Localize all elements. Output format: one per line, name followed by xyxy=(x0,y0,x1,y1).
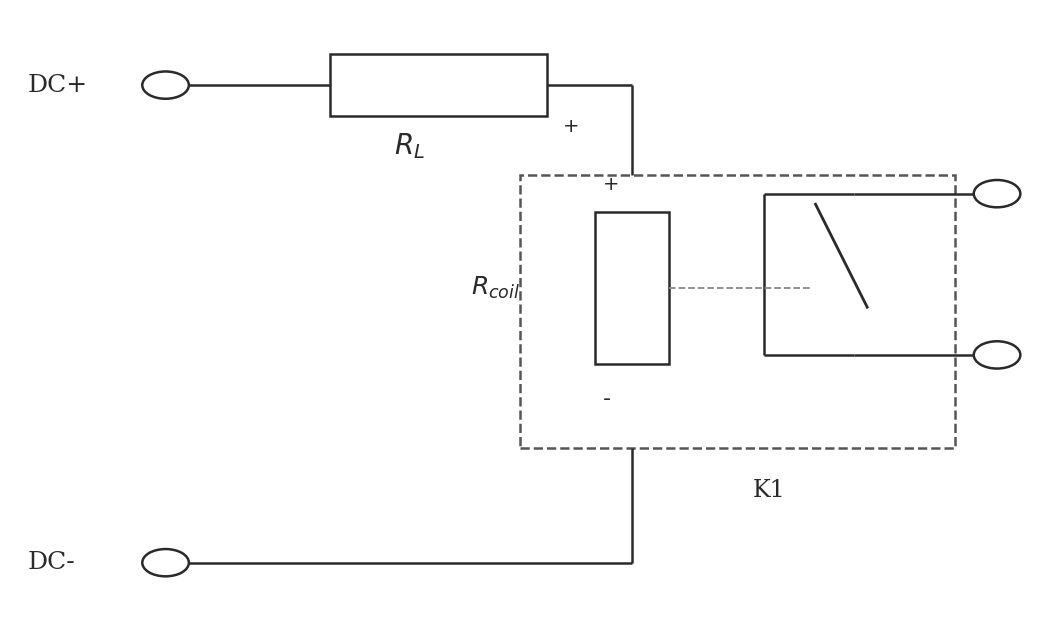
Text: DC+: DC+ xyxy=(28,74,88,97)
Text: DC-: DC- xyxy=(28,551,75,574)
Text: -: - xyxy=(603,389,611,409)
Text: $R_L$: $R_L$ xyxy=(394,131,425,161)
Bar xyxy=(595,212,669,364)
Text: $R_{coil}$: $R_{coil}$ xyxy=(472,275,520,301)
Text: K1: K1 xyxy=(753,479,786,502)
Bar xyxy=(520,175,955,448)
Bar xyxy=(329,54,547,116)
Text: +: + xyxy=(603,174,619,194)
Text: +: + xyxy=(563,117,579,136)
